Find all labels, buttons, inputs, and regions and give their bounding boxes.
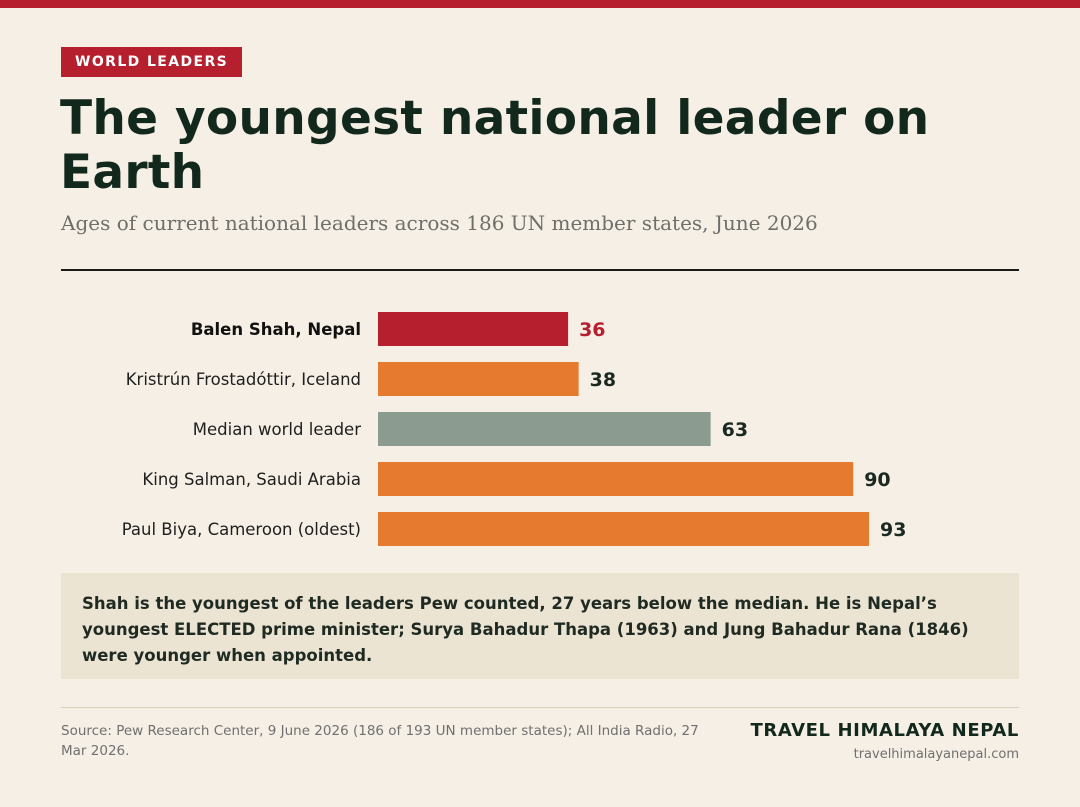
bar	[378, 412, 711, 446]
brand-url: travelhimalayanepal.com	[853, 747, 1019, 762]
bar-category-label: Paul Biya, Cameroon (oldest)	[122, 520, 361, 539]
header-divider	[61, 269, 1019, 271]
bar-category-label: King Salman, Saudi Arabia	[142, 470, 361, 489]
bar-value-label: 38	[590, 369, 616, 391]
bar-chart: Balen Shah, Nepal 36 Kristrún Frostadóttir…	[0, 295, 1080, 560]
bar-category-label: Median world leader	[193, 420, 361, 439]
bar-value-label: 93	[880, 519, 906, 541]
bar-value-label: 63	[722, 419, 748, 441]
note-text: Shah is the youngest of the leaders Pew …	[82, 594, 969, 665]
bar-category-label: Balen Shah, Nepal	[191, 320, 361, 339]
bar	[378, 512, 870, 546]
page-subtitle: Ages of current national leaders across …	[61, 211, 818, 235]
page-title: The youngest national leader on Earth	[60, 91, 930, 200]
source-text: Source: Pew Research Center, 9 June 2026…	[61, 723, 699, 759]
top-accent-bar	[0, 0, 1080, 8]
bar-value-label: 90	[864, 469, 890, 491]
brand-name: TRAVEL HIMALAYA NEPAL	[750, 720, 1019, 741]
footer-divider	[61, 707, 1019, 708]
bar	[378, 362, 579, 396]
bar	[378, 462, 854, 496]
bar-category-label: Kristrún Frostadóttir, Iceland	[126, 370, 361, 389]
bar	[378, 312, 569, 346]
category-tag: WORLD LEADERS	[61, 47, 243, 77]
bar-chart-svg: Balen Shah, Nepal 36 Kristrún Frostadóttir…	[122, 312, 906, 546]
note-box: Shah is the youngest of the leaders Pew …	[61, 573, 1019, 679]
bar-value-label: 36	[579, 319, 605, 341]
